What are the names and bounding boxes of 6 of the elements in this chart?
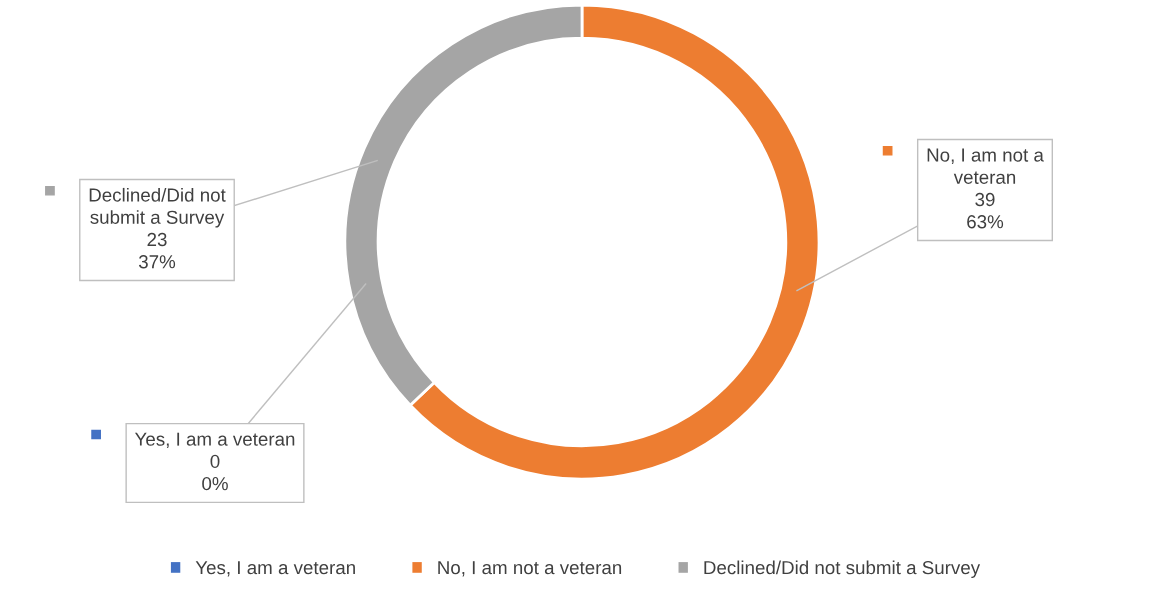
data-label: Declined/Did not submit a Survey 23 37% (89, 187, 226, 269)
legend-label: Yes, I am a veteran (195, 561, 355, 577)
text: Yes, I am a veteran 0 0% (134, 432, 295, 491)
legend-label: Declined/Did not submit a Survey (704, 560, 981, 578)
data-label: No, I am not a veteran 39 63% (927, 148, 1044, 229)
legend-label: No, I am not a veteran (438, 561, 622, 577)
